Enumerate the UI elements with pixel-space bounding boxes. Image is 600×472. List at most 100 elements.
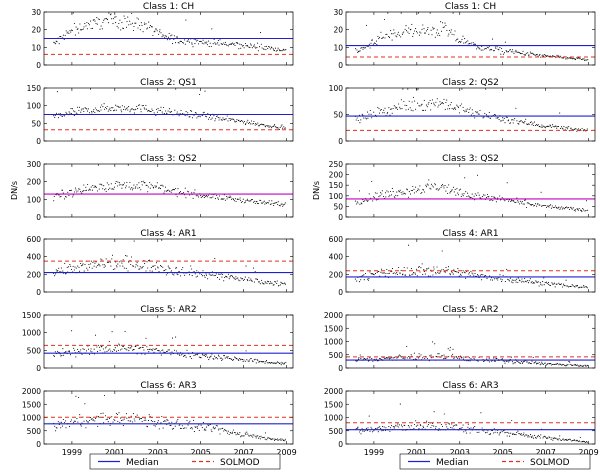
data-point: [78, 266, 80, 268]
data-point: [405, 109, 407, 111]
data-point: [176, 273, 178, 275]
data-point: [501, 50, 503, 53]
data-point: [240, 277, 242, 279]
data-point: [404, 358, 406, 360]
data-point: [378, 426, 380, 428]
data-point: [85, 420, 88, 422]
data-point: [454, 188, 456, 190]
data-point: [544, 435, 546, 437]
data-point: [133, 25, 135, 28]
data-point: [354, 278, 356, 280]
data-point: [499, 47, 501, 49]
data-point: [147, 260, 150, 262]
data-point: [270, 203, 272, 205]
data-point: [399, 272, 401, 274]
data-point: [399, 424, 401, 426]
data-point: [361, 203, 363, 205]
data-point: [239, 197, 241, 199]
data-point: [401, 108, 403, 110]
data-point: [385, 33, 387, 36]
data-point: [577, 364, 579, 366]
data-point: [212, 43, 214, 45]
data-point: [103, 394, 106, 397]
data-point: [174, 425, 176, 427]
data-point: [357, 119, 359, 122]
data-point: [274, 124, 276, 126]
data-point: [240, 435, 242, 437]
data-point: [494, 46, 496, 48]
data-point: [155, 262, 158, 264]
data-point: [439, 101, 441, 103]
data-point: [266, 437, 268, 439]
data-point: [192, 46, 194, 48]
data-point: [379, 195, 381, 197]
data-point: [140, 108, 142, 110]
data-point: [378, 112, 381, 114]
data-point: [141, 353, 143, 355]
data-point: [414, 100, 416, 102]
data-point: [77, 106, 79, 108]
data-point: [545, 126, 547, 128]
data-point: [122, 28, 124, 30]
data-point: [447, 192, 449, 194]
data-point: [440, 30, 443, 32]
data-point: [269, 48, 271, 50]
data-point: [380, 192, 382, 194]
data-point: [380, 108, 382, 111]
data-point: [491, 196, 493, 198]
data-point: [246, 279, 248, 281]
data-point: [108, 340, 110, 343]
data-point: [157, 421, 159, 424]
data-point: [437, 353, 439, 355]
data-point: [454, 30, 456, 32]
data-point: [98, 416, 100, 418]
data-point: [151, 270, 153, 272]
data-point: [121, 105, 123, 107]
data-point: [191, 117, 194, 119]
data-point: [457, 38, 459, 40]
data-point: [542, 363, 544, 365]
data-point: [230, 432, 232, 434]
data-point: [119, 265, 121, 267]
data-point: [382, 272, 384, 274]
data-point: [541, 205, 543, 207]
data-point: [462, 106, 464, 108]
data-point: [144, 353, 146, 355]
data-point: [97, 265, 99, 267]
data-point: [559, 435, 561, 437]
data-point: [359, 203, 361, 205]
data-point: [171, 428, 174, 430]
data-point: [79, 414, 81, 416]
data-point: [467, 423, 469, 425]
data-point: [81, 353, 83, 355]
data-point: [54, 275, 56, 277]
data-point: [232, 118, 234, 120]
data-point: [95, 417, 97, 420]
data-point: [575, 440, 577, 442]
data-point: [210, 45, 212, 48]
data-point: [253, 434, 255, 436]
data-point: [470, 358, 472, 360]
data-point: [84, 403, 86, 405]
data-point: [560, 283, 562, 285]
data-point: [282, 440, 285, 442]
data-point: [245, 433, 247, 435]
data-point: [400, 424, 403, 426]
data-point: [396, 106, 398, 108]
data-point: [458, 189, 460, 191]
data-point: [225, 276, 227, 278]
data-point: [384, 37, 386, 39]
data-point: [275, 362, 277, 364]
data-point: [489, 361, 491, 363]
data-point: [202, 114, 204, 116]
data-point: [194, 189, 196, 191]
data-point: [235, 42, 237, 44]
data-point: [465, 109, 467, 111]
panel-title: Class 3: QS2: [442, 154, 499, 164]
data-point: [102, 412, 104, 414]
data-point: [280, 125, 282, 127]
data-point: [522, 434, 524, 436]
data-point: [446, 29, 448, 31]
data-point: [170, 35, 172, 37]
data-point: [60, 355, 62, 357]
